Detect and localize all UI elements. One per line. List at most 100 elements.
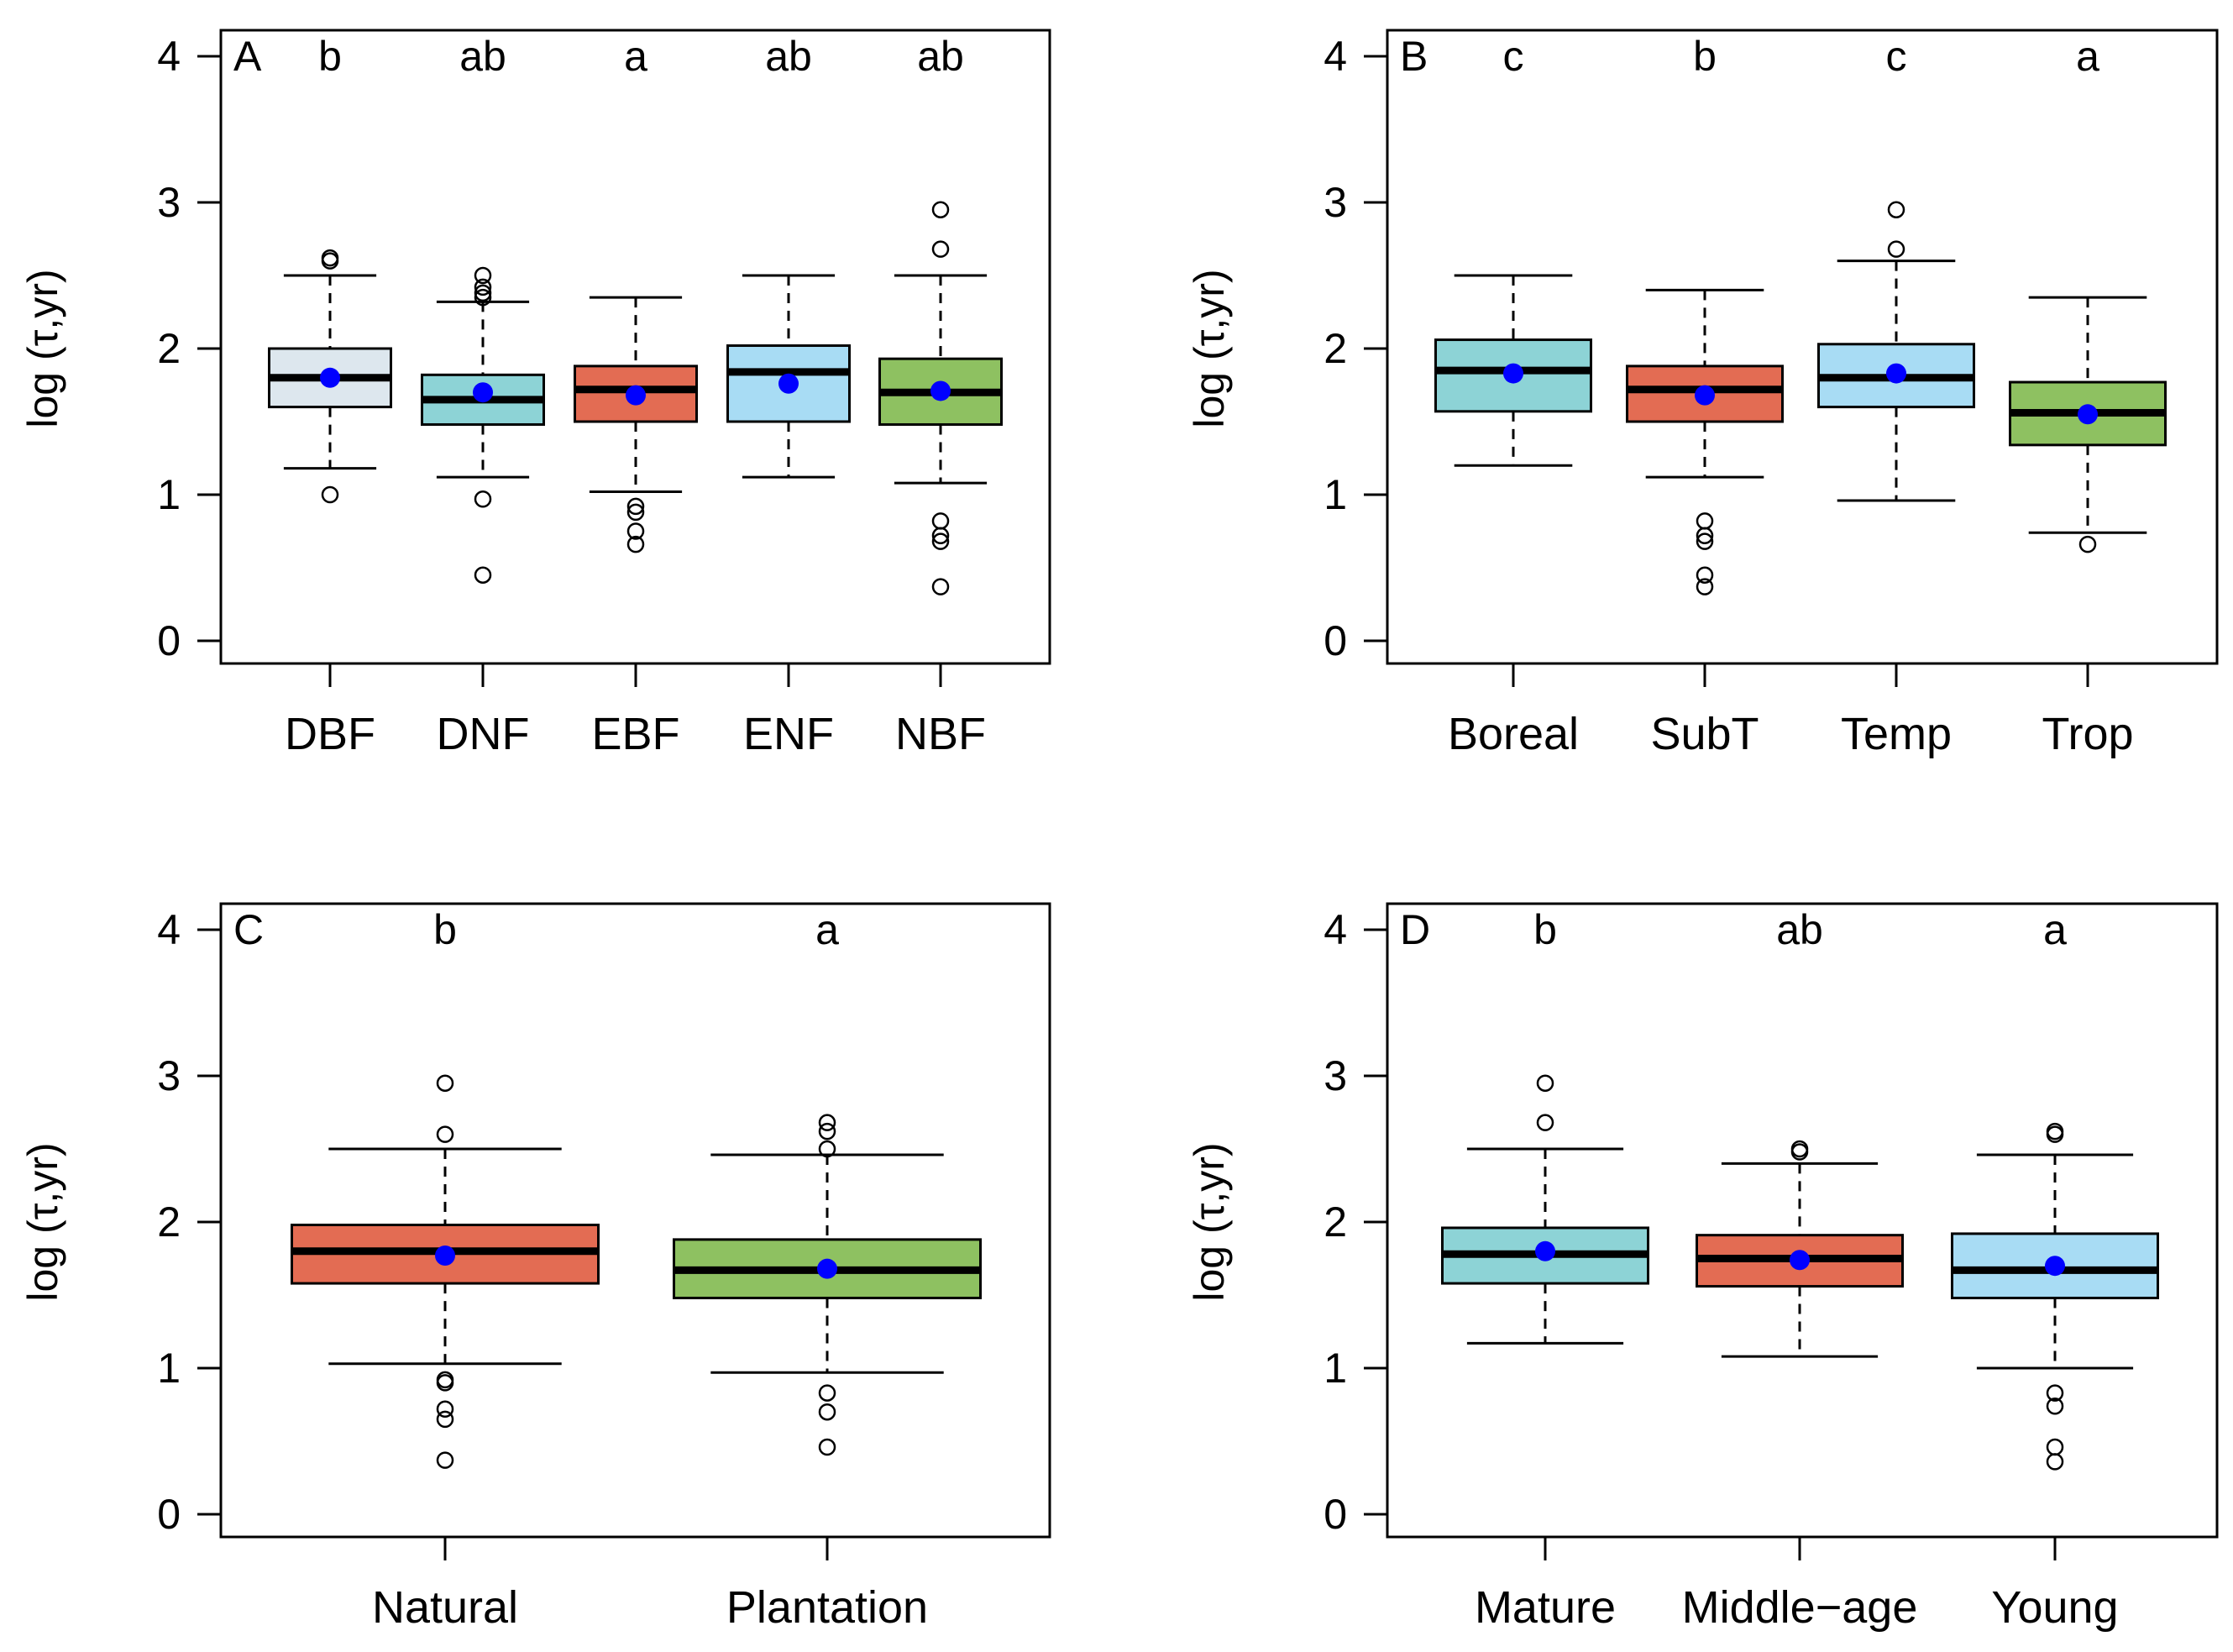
outlier-point <box>626 522 645 540</box>
outlier-point <box>1790 1140 1809 1158</box>
significance-letter: b <box>1533 906 1557 953</box>
significance-letter: a <box>2076 33 2099 80</box>
y-tick-label: 3 <box>157 179 181 226</box>
mean-point <box>1503 363 1523 384</box>
significance-letter: ab <box>917 33 964 80</box>
y-tick-label: 4 <box>1324 906 1347 953</box>
x-tick-label: Young <box>1991 1582 2118 1633</box>
mean-point <box>473 382 493 403</box>
mean-point <box>930 380 951 401</box>
mean-point <box>778 373 799 394</box>
y-tick-label: 0 <box>157 1491 181 1538</box>
outlier-point <box>818 1140 836 1158</box>
significance-letter: ab <box>765 33 812 80</box>
y-tick-label: 2 <box>157 325 181 372</box>
significance-letter: c <box>1503 33 1524 80</box>
y-axis-label: log (τ,yr) <box>1186 269 1233 427</box>
outlier-point <box>818 1384 836 1402</box>
y-tick-label: 2 <box>1324 1198 1347 1246</box>
mean-point <box>626 385 646 406</box>
plot-frame <box>219 902 1051 1539</box>
outlier-point <box>436 1371 454 1389</box>
panel-d: 0 1 2 3 4 log (τ,yr) D Mature b Middle−age ab Young… <box>1186 902 2219 1633</box>
panel-letter: B <box>1400 33 1428 80</box>
y-tick-label: 3 <box>1324 179 1347 226</box>
outlier-point <box>818 1114 836 1131</box>
mean-point <box>817 1258 837 1279</box>
outlier-point <box>1696 512 1714 530</box>
outlier-point <box>1696 578 1714 595</box>
outlier-point <box>1536 1114 1554 1131</box>
panel-b: 0 1 2 3 4 log (τ,yr) B Boreal c SubT b Temp c Trop a <box>1186 29 2219 759</box>
y-tick-label: 1 <box>1324 471 1347 518</box>
plot-frame <box>1386 29 2219 665</box>
y-tick-label: 4 <box>1324 33 1347 80</box>
mean-point <box>2045 1256 2065 1277</box>
outlier-point <box>1696 566 1714 584</box>
x-tick-label: ENF <box>743 709 834 759</box>
y-tick-label: 4 <box>157 33 181 80</box>
outlier-point <box>931 532 950 550</box>
outlier-point <box>321 485 339 504</box>
x-tick-label: Temp <box>1841 709 1952 759</box>
significance-letter: b <box>1693 33 1717 80</box>
x-tick-label: DBF <box>285 709 375 759</box>
significance-letter: b <box>433 906 457 953</box>
significance-letter: a <box>815 906 839 953</box>
mean-point <box>320 367 340 388</box>
outlier-point <box>818 1122 836 1141</box>
outlier-point <box>2046 1397 2064 1415</box>
outlier-point <box>931 240 950 258</box>
x-tick-label: DNF <box>437 709 530 759</box>
mean-point <box>1695 385 1715 406</box>
x-tick-label: SubT <box>1650 709 1759 759</box>
outlier-point <box>474 278 492 296</box>
mean-point <box>1790 1250 1810 1271</box>
y-tick-label: 1 <box>157 471 181 518</box>
panel-letter: D <box>1400 906 1430 953</box>
significance-letter: b <box>318 33 342 80</box>
outlier-point <box>436 1074 454 1092</box>
outlier-point <box>2046 1453 2064 1471</box>
outlier-point <box>474 490 492 508</box>
outlier-point <box>436 1410 454 1429</box>
x-tick-label: Mature <box>1475 1582 1616 1633</box>
outlier-point <box>1536 1074 1554 1092</box>
significance-letter: a <box>2043 906 2067 953</box>
y-tick-label: 3 <box>1324 1052 1347 1099</box>
outlier-point <box>2046 1438 2064 1456</box>
outlier-point <box>2046 1122 2064 1141</box>
outlier-point <box>818 1438 836 1456</box>
y-tick-label: 0 <box>157 617 181 664</box>
panel-letter: A <box>233 33 262 80</box>
mean-point <box>2078 404 2098 425</box>
y-tick-label: 0 <box>1324 617 1347 664</box>
significance-letter: a <box>624 33 647 80</box>
plot-frame <box>1386 902 2219 1539</box>
outlier-point <box>2078 535 2097 553</box>
outlier-point <box>436 1125 454 1143</box>
outlier-point <box>626 497 645 516</box>
x-tick-label: Plantation <box>726 1582 928 1633</box>
panel-c: 0 1 2 3 4 log (τ,yr) C Natural b Plantation a <box>19 902 1051 1633</box>
x-tick-label: EBF <box>591 709 679 759</box>
outlier-point <box>474 284 492 302</box>
mean-point <box>1535 1240 1555 1261</box>
y-tick-label: 2 <box>1324 325 1347 372</box>
plot-frame <box>219 29 1051 665</box>
outlier-point <box>1887 240 1905 258</box>
y-tick-label: 3 <box>157 1052 181 1099</box>
panel-letter: C <box>233 906 264 953</box>
y-axis-label: log (τ,yr) <box>19 269 66 427</box>
y-tick-label: 2 <box>157 1198 181 1246</box>
outlier-point <box>626 535 645 553</box>
outlier-point <box>436 1451 454 1469</box>
x-tick-label: NBF <box>895 709 986 759</box>
significance-letter: ab <box>1776 906 1823 953</box>
outlier-point <box>1887 201 1905 218</box>
y-axis-label: log (τ,yr) <box>19 1142 66 1301</box>
outlier-point <box>474 566 492 584</box>
x-tick-label: Boreal <box>1448 709 1579 759</box>
significance-letter: c <box>1886 33 1907 80</box>
outlier-point <box>931 201 950 218</box>
